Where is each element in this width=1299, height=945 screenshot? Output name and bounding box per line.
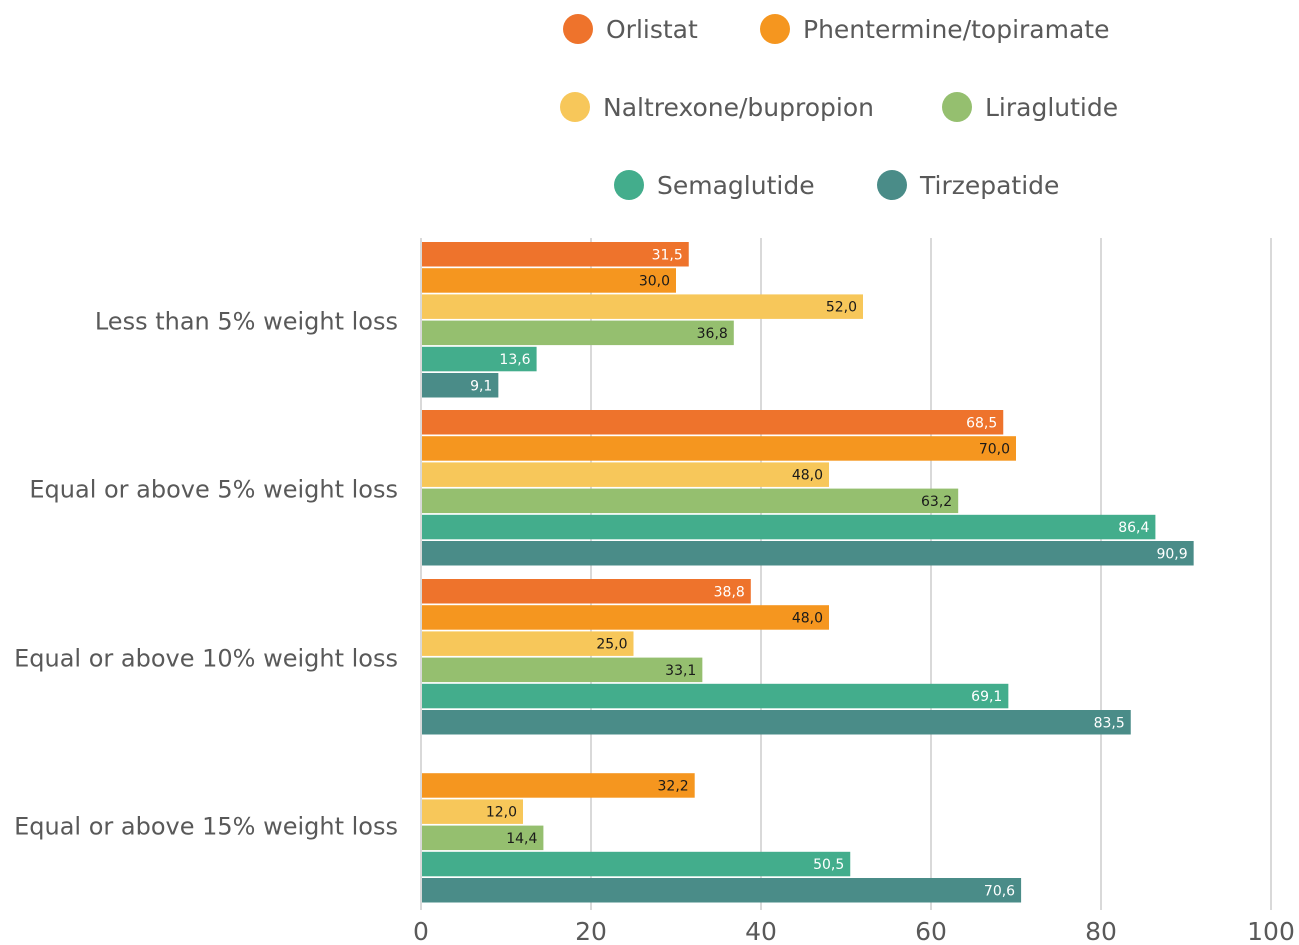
data-label: 70,0 xyxy=(979,441,1010,457)
legend-marker-liraglutide xyxy=(942,92,972,122)
data-label: 90,9 xyxy=(1156,546,1187,562)
bar-liraglutide xyxy=(421,657,703,683)
bar-tirzepatide xyxy=(421,373,499,398)
data-label: 36,8 xyxy=(697,326,728,342)
data-label: 12,0 xyxy=(486,805,517,821)
bar-phentermine-topiramate xyxy=(421,773,695,798)
category-label: Equal or above 15% weight loss xyxy=(14,813,398,841)
data-label: 63,2 xyxy=(921,494,952,510)
data-label: 83,5 xyxy=(1094,715,1125,731)
legend-marker-naltrexone-bupropion xyxy=(560,92,590,122)
data-label: 9,1 xyxy=(470,378,492,394)
data-label: 32,2 xyxy=(658,778,689,794)
bar-semaglutide xyxy=(421,514,1156,540)
data-label: 38,8 xyxy=(714,584,745,600)
bar-orlistat xyxy=(421,242,689,267)
bar-liraglutide xyxy=(421,320,734,346)
data-label: 30,0 xyxy=(639,273,670,289)
bar-phentermine-topiramate xyxy=(421,605,829,630)
data-label: 50,5 xyxy=(813,857,844,873)
x-tick-label: 100 xyxy=(1247,917,1295,945)
legend-marker-phentermine-topiramate xyxy=(760,14,790,44)
data-label: 69,1 xyxy=(971,689,1002,705)
data-label: 13,6 xyxy=(499,352,530,368)
category-label: Less than 5% weight loss xyxy=(95,308,398,336)
legend-label: Naltrexone/bupropion xyxy=(603,93,874,122)
category-label: Equal or above 5% weight loss xyxy=(29,476,398,504)
legend-marker-orlistat xyxy=(563,14,593,44)
x-tick-label: 60 xyxy=(915,917,947,945)
data-label: 14,4 xyxy=(506,831,537,847)
bar-orlistat xyxy=(421,579,751,604)
data-label: 31,5 xyxy=(652,247,683,263)
data-label: 48,0 xyxy=(792,610,823,626)
data-label: 52,0 xyxy=(826,300,857,316)
legend-marker-tirzepatide xyxy=(877,170,907,200)
bar-tirzepatide xyxy=(421,878,1022,903)
bar-liraglutide xyxy=(421,488,959,514)
bar-tirzepatide xyxy=(421,541,1194,566)
bar-naltrexone-bupropion xyxy=(421,294,863,319)
bar-semaglutide xyxy=(421,683,1009,709)
bar-orlistat xyxy=(421,410,1004,435)
legend-label: Phentermine/topiramate xyxy=(803,15,1109,44)
legend-label: Orlistat xyxy=(606,15,698,44)
data-label: 25,0 xyxy=(596,637,627,653)
data-label: 86,4 xyxy=(1118,520,1149,536)
data-label: 48,0 xyxy=(792,468,823,484)
legend-marker-semaglutide xyxy=(614,170,644,200)
legend-label: Semaglutide xyxy=(657,171,815,200)
data-label: 68,5 xyxy=(966,415,997,431)
legend-label: Liraglutide xyxy=(985,93,1118,122)
bar-naltrexone-bupropion xyxy=(421,799,523,824)
legend-label: Tirzepatide xyxy=(919,171,1059,200)
bar-naltrexone-bupropion xyxy=(421,631,634,656)
bar-tirzepatide xyxy=(421,710,1131,735)
bar-liraglutide xyxy=(421,825,544,851)
bar-semaglutide xyxy=(421,346,537,372)
x-tick-label: 80 xyxy=(1085,917,1117,945)
bar-naltrexone-bupropion xyxy=(421,462,829,487)
x-tick-label: 40 xyxy=(745,917,777,945)
bar-phentermine-topiramate xyxy=(421,268,676,293)
x-tick-label: 0 xyxy=(413,917,429,945)
bar-semaglutide xyxy=(421,851,851,877)
bar-phentermine-topiramate xyxy=(421,436,1016,461)
data-label: 33,1 xyxy=(665,663,696,679)
data-label: 70,6 xyxy=(984,883,1015,899)
x-tick-label: 20 xyxy=(575,917,607,945)
category-label: Equal or above 10% weight loss xyxy=(14,645,398,673)
